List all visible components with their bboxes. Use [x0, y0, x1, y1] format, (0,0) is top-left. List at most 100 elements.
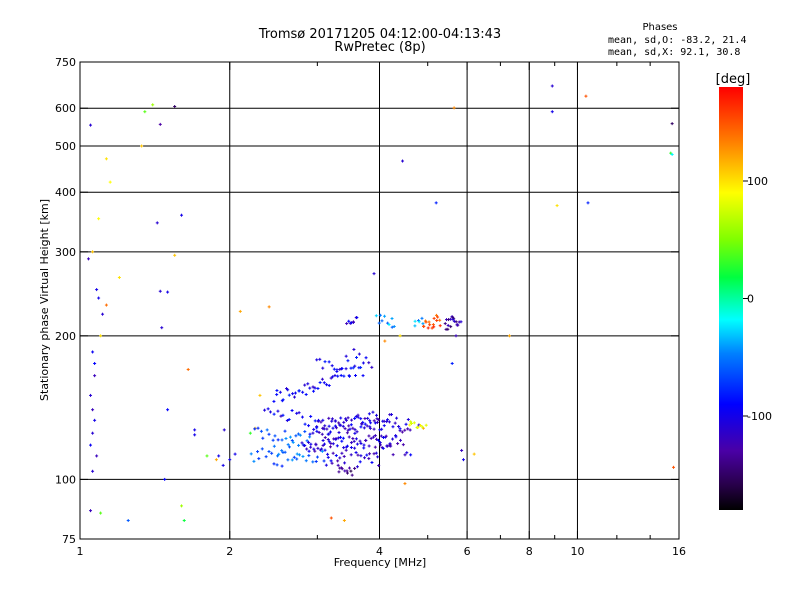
scatter-point [96, 454, 98, 458]
scatter-point [261, 447, 263, 451]
scatter-point [374, 421, 376, 425]
scatter-point [260, 429, 262, 433]
scatter-point [318, 418, 320, 422]
y-tick-label: 75 [62, 533, 76, 546]
scatter-point [340, 435, 342, 439]
scatter-point [341, 467, 343, 471]
scatter-point [348, 424, 350, 428]
scatter-point [87, 257, 89, 261]
scatter-point [298, 443, 300, 447]
scatter-point [357, 415, 359, 419]
scatter-point [276, 463, 278, 467]
scatter-point [253, 459, 255, 463]
scatter-point [338, 431, 340, 435]
scatter-point [360, 441, 362, 445]
scatter-point [391, 317, 393, 321]
scatter-point [312, 385, 314, 389]
scatter-point [379, 313, 381, 317]
scatter-point [287, 458, 289, 462]
scatter-point [354, 416, 356, 420]
scatter-point [447, 327, 449, 331]
scatter-point [391, 325, 393, 329]
scatter-point [372, 435, 374, 439]
scatter-point [90, 123, 92, 127]
scatter-point [333, 437, 335, 441]
x-tick-label: 8 [526, 545, 533, 558]
scatter-point [425, 320, 427, 324]
scatter-point [249, 431, 251, 435]
scatter-point [223, 428, 225, 432]
scatter-point [395, 435, 397, 439]
scatter-point [324, 360, 326, 364]
y-tick-label: 100 [55, 473, 76, 486]
scatter-point [350, 423, 352, 427]
scatter-point [421, 316, 423, 320]
scatter-point [446, 318, 448, 322]
scatter-point [384, 314, 386, 318]
scatter-point [456, 323, 458, 327]
scatter-point [94, 418, 96, 422]
scatter-point [355, 374, 357, 378]
scatter-point [90, 443, 92, 447]
scatter-point [265, 455, 267, 459]
scatter-point [397, 442, 399, 446]
scatter-point [264, 408, 266, 412]
scatter-point [276, 393, 278, 397]
scatter-point [436, 319, 438, 323]
scatter-point [348, 435, 350, 439]
scatter-point [369, 425, 371, 429]
scatter-point [392, 437, 394, 441]
scatter-point [322, 438, 324, 442]
scatter-point [410, 453, 412, 457]
scatter-point [439, 318, 441, 322]
scatter-point [450, 317, 452, 321]
scatter-point [194, 433, 196, 437]
scatter-point [368, 412, 370, 416]
scatter-point [281, 464, 283, 468]
scatter-point [310, 414, 312, 418]
scatter-point [329, 445, 331, 449]
scatter-point [194, 428, 196, 432]
scatter-point [354, 364, 356, 368]
scatter-point [339, 367, 341, 371]
scatter-point [387, 321, 389, 325]
scatter-point [94, 361, 96, 365]
scatter-point [105, 303, 107, 307]
scatter-point [348, 374, 350, 378]
scatter-point [323, 459, 325, 463]
scatter-point [326, 383, 328, 387]
scatter-point [451, 315, 453, 319]
scatter-point [183, 519, 185, 523]
scatter-point [304, 430, 306, 434]
scatter-point [453, 106, 455, 110]
scatter-point [332, 426, 334, 430]
scatter-point [105, 157, 107, 161]
scatter-point [423, 324, 425, 328]
scatter-point [363, 426, 365, 430]
scatter-point [326, 427, 328, 431]
scatter-point [348, 319, 350, 323]
scatter-point [268, 432, 270, 436]
scatter-point [371, 461, 373, 465]
scatter-point [346, 471, 348, 475]
scatter-point [327, 452, 329, 456]
y-tick-label: 300 [55, 246, 76, 259]
x-tick-label: 16 [672, 545, 686, 558]
scatter-point [305, 459, 307, 463]
scatter-point [462, 458, 464, 462]
scatter-point [291, 439, 293, 443]
scatter-point [461, 448, 463, 452]
scatter-point [414, 319, 416, 323]
scatter-point [98, 217, 100, 221]
scatter-point [337, 459, 339, 463]
scatter-point [356, 355, 358, 359]
scatter-point [399, 438, 401, 442]
scatter-point [437, 315, 439, 319]
scatter-point [330, 459, 332, 463]
scatter-point [671, 122, 673, 126]
scatter-point [317, 387, 319, 391]
scatter-point [332, 451, 334, 455]
scatter-point [343, 420, 345, 424]
scatter-point [297, 432, 299, 436]
scatter-point [418, 319, 420, 323]
